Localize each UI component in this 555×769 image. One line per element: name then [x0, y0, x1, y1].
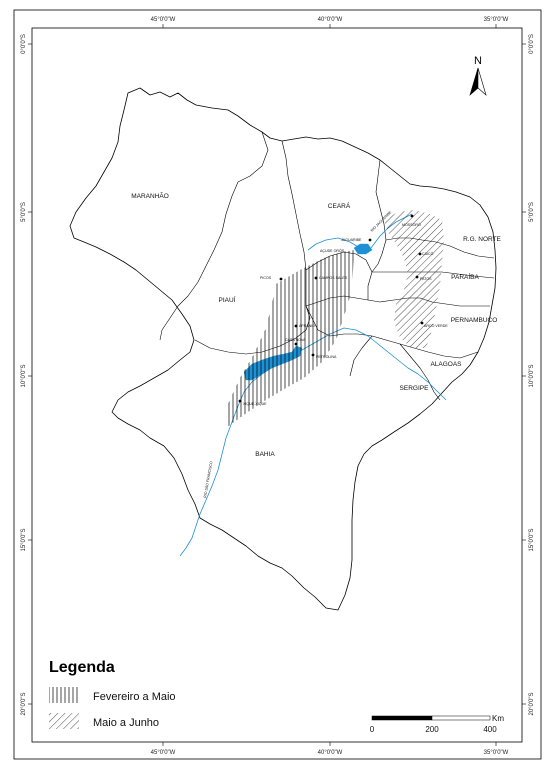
area-fevereiro-a-maio: [226, 250, 354, 428]
place-label-acude-oros: AÇUDE ORÓS: [320, 248, 345, 253]
place-label-arco-verde: ARCO VERDE: [424, 324, 448, 328]
state-label-sergipe: SERGIPE: [400, 385, 430, 392]
graticule-right-label: 15°0'0"S: [529, 528, 535, 551]
graticule-right-label: 20°0'0"S: [529, 692, 535, 715]
graticule-left-label: 10°0'0"S: [21, 364, 27, 387]
place-label-patos: PATOS: [420, 277, 432, 281]
graticule-top-label: 35°0'0"W: [484, 17, 509, 23]
legend-item-label: Maio a Junho: [93, 717, 159, 729]
place-label-petrolina: PETROLINA: [316, 355, 337, 359]
state-label-rg-norte: R.G. NORTE: [463, 236, 501, 243]
state-label-pernambuco: PERNAMBUCO: [451, 317, 498, 324]
place-label-xique-xique: XIQUE-XIQUE: [243, 402, 267, 406]
area-maio-a-junho: [384, 210, 444, 348]
river-label-sao-francisco: RIO SÃO FRANCISCO: [202, 461, 213, 499]
scale-label: 400: [483, 725, 497, 734]
north-label: N: [474, 55, 482, 67]
graticule-left-label: 5°0'0"S: [21, 202, 27, 222]
place-label-picos: PICOS: [260, 276, 272, 280]
place-label-campos-sales: CAMPOS SALES: [319, 276, 348, 280]
state-label-maranhao: MARANHÃO: [131, 191, 169, 200]
graticule-bottom-label: 35°0'0"W: [484, 750, 509, 756]
legend-title: Legenda: [49, 659, 115, 676]
scale-unit: Km: [492, 714, 504, 723]
scale-label: 0: [370, 725, 375, 734]
scale-bar: Km 0 200 400: [370, 714, 505, 734]
graticule-ticks: [28, 24, 526, 746]
legend-swatch-diagonal: [49, 713, 79, 729]
graticule-right-label: 0°0'0"S: [529, 34, 535, 54]
legend: Legenda Fevereiro a Maio Maio a Junho: [49, 659, 176, 729]
graticule-bottom-label: 40°0'0"W: [318, 750, 343, 756]
scale-label: 200: [425, 725, 439, 734]
state-label-bahia: BAHIA: [255, 451, 275, 458]
graticule-left-label: 15°0'0"S: [21, 528, 27, 551]
graticule-left-label: 20°0'0"S: [21, 692, 27, 715]
place-label-mossoro: MOSSORÓ: [402, 222, 421, 227]
graticule-right-label: 10°0'0"S: [529, 364, 535, 387]
place-markers: [238, 214, 424, 403]
oros-reservoir: [353, 243, 373, 255]
legend-swatch-vertical: [49, 687, 79, 703]
state-label-piaui: PIAUÍ: [219, 295, 236, 304]
state-label-ceara: CEARÁ: [328, 201, 351, 210]
place-label-afranio: AFRANIO: [299, 324, 315, 328]
graticule-left-label: 0°0'0"S: [21, 34, 27, 54]
legend-item-label: Fevereiro a Maio: [93, 691, 176, 703]
state-label-alagoas: ALAGOAS: [430, 361, 462, 368]
graticule-top-label: 45°0'0"W: [151, 17, 176, 23]
graticule-right-label: 5°0'0"S: [529, 202, 535, 222]
graticule-bottom-label: 45°0'0"W: [151, 750, 176, 756]
place-label-caico: CAICÓ: [422, 251, 434, 256]
graticule-top-label: 40°0'0"W: [318, 17, 343, 23]
place-label-casa-nova: CASA NOVA: [285, 338, 306, 342]
north-arrow: N: [469, 55, 487, 96]
place-label-jaguaribe: JAGUARIBE: [341, 238, 362, 242]
state-label-paraiba: PARAÍBA: [451, 272, 479, 281]
